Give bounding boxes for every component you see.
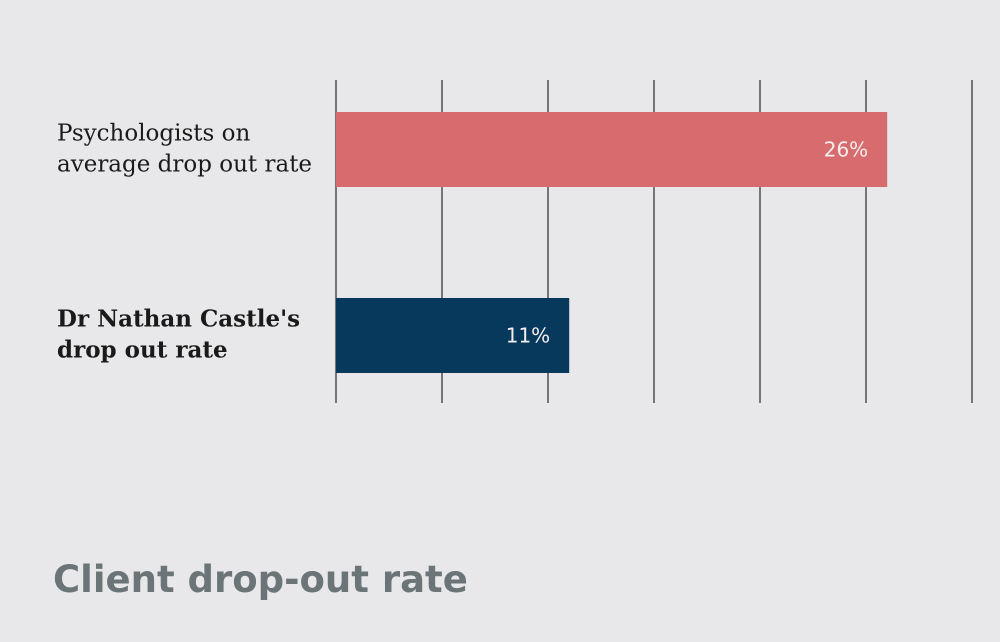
category-label: drop out rate	[57, 337, 228, 364]
chart-caption: Client drop-out rate	[53, 558, 468, 601]
category-label: Dr Nathan Castle's	[57, 306, 300, 333]
bar	[336, 298, 570, 373]
bar-value-label: 11%	[506, 324, 550, 348]
bar-value-label: 26%	[824, 138, 868, 162]
bar	[336, 112, 888, 187]
category-label: average drop out rate	[57, 152, 312, 178]
category-label: Psychologists on	[57, 121, 250, 147]
